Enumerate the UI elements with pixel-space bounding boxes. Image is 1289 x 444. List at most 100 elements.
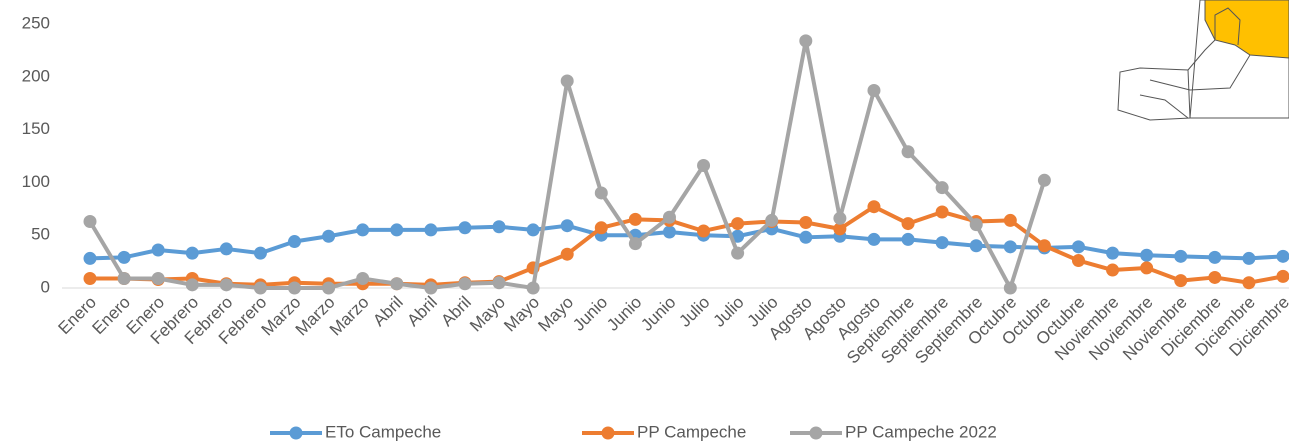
point (83, 271, 97, 285)
point (867, 84, 881, 98)
x-tick-label: Enero (54, 293, 100, 339)
point (901, 232, 915, 246)
point (526, 223, 540, 237)
point (151, 243, 165, 257)
point (322, 229, 336, 243)
x-tick-label: Mayo (534, 293, 577, 336)
point (867, 200, 881, 214)
point (356, 223, 370, 237)
point (1140, 261, 1154, 275)
point (628, 212, 642, 226)
point (424, 281, 438, 295)
y-tick-label: 50 (31, 225, 50, 244)
point (288, 281, 302, 295)
point (185, 278, 199, 292)
y-tick-label: 150 (22, 119, 50, 138)
point (1003, 240, 1017, 254)
point (390, 277, 404, 291)
x-tick-label: Enero (89, 293, 135, 339)
point (560, 74, 574, 88)
point (560, 247, 574, 261)
point (492, 220, 506, 234)
series-line (90, 204, 1284, 287)
point (594, 186, 608, 200)
x-tick-label: Junio (603, 293, 645, 335)
point (253, 281, 267, 295)
legend-item: ETo Campeche (270, 422, 441, 441)
point (969, 218, 983, 232)
y-tick-label: 200 (22, 66, 50, 85)
point (901, 217, 915, 231)
legend-label: PP Campeche (637, 422, 746, 441)
point (1208, 250, 1222, 264)
series-line (89, 223, 1284, 261)
x-tick-label: Abril (403, 293, 440, 330)
point (1106, 246, 1120, 260)
point (867, 232, 881, 246)
point (628, 237, 642, 251)
point (560, 219, 574, 233)
point (901, 145, 915, 159)
legend-marker (601, 426, 615, 440)
x-tick-label: Junio (569, 293, 611, 335)
point (356, 271, 370, 285)
point (458, 221, 472, 235)
point (731, 217, 745, 231)
point (390, 223, 404, 237)
point (492, 276, 506, 290)
x-tick-label: Junio (637, 293, 679, 335)
point (662, 210, 676, 224)
point (1003, 281, 1017, 295)
point (1174, 274, 1188, 288)
point (1071, 240, 1085, 254)
point (151, 271, 165, 285)
point (833, 222, 847, 236)
point (1208, 270, 1222, 284)
point (1242, 251, 1256, 265)
point (458, 277, 472, 291)
point (253, 246, 267, 260)
point (424, 223, 438, 237)
y-tick-label: 250 (22, 13, 50, 32)
point (833, 211, 847, 225)
point (1106, 263, 1120, 277)
x-tick-label: Mayo (466, 293, 509, 336)
point (1174, 249, 1188, 263)
point (526, 281, 540, 295)
point (1276, 249, 1289, 263)
point (322, 281, 336, 295)
point (662, 225, 676, 239)
x-tick-label: Julio (675, 293, 713, 331)
point (185, 246, 199, 260)
point (1071, 254, 1085, 268)
point (288, 235, 302, 249)
y-tick-label: 0 (41, 277, 50, 296)
point (799, 230, 813, 244)
legend-marker (809, 426, 823, 440)
point (219, 242, 233, 256)
point (1276, 269, 1289, 283)
point (697, 224, 711, 238)
point (1140, 248, 1154, 262)
point (83, 251, 97, 265)
legend-label: PP Campeche 2022 (845, 422, 997, 441)
point (1037, 173, 1051, 187)
point (117, 271, 131, 285)
point (594, 221, 608, 235)
y-tick-label: 100 (22, 172, 50, 191)
point (1037, 239, 1051, 253)
point (799, 34, 813, 48)
x-tick-label: Mayo (500, 293, 543, 336)
point (935, 205, 949, 219)
point (83, 214, 97, 228)
point (697, 159, 711, 173)
legend-marker (289, 426, 303, 440)
legend-item: PP Campeche 2022 (790, 422, 997, 441)
legend-label: ETo Campeche (325, 422, 441, 441)
point (969, 239, 983, 253)
map-icon (1117, 0, 1289, 121)
point (935, 236, 949, 250)
point (117, 250, 131, 264)
point (765, 213, 779, 227)
